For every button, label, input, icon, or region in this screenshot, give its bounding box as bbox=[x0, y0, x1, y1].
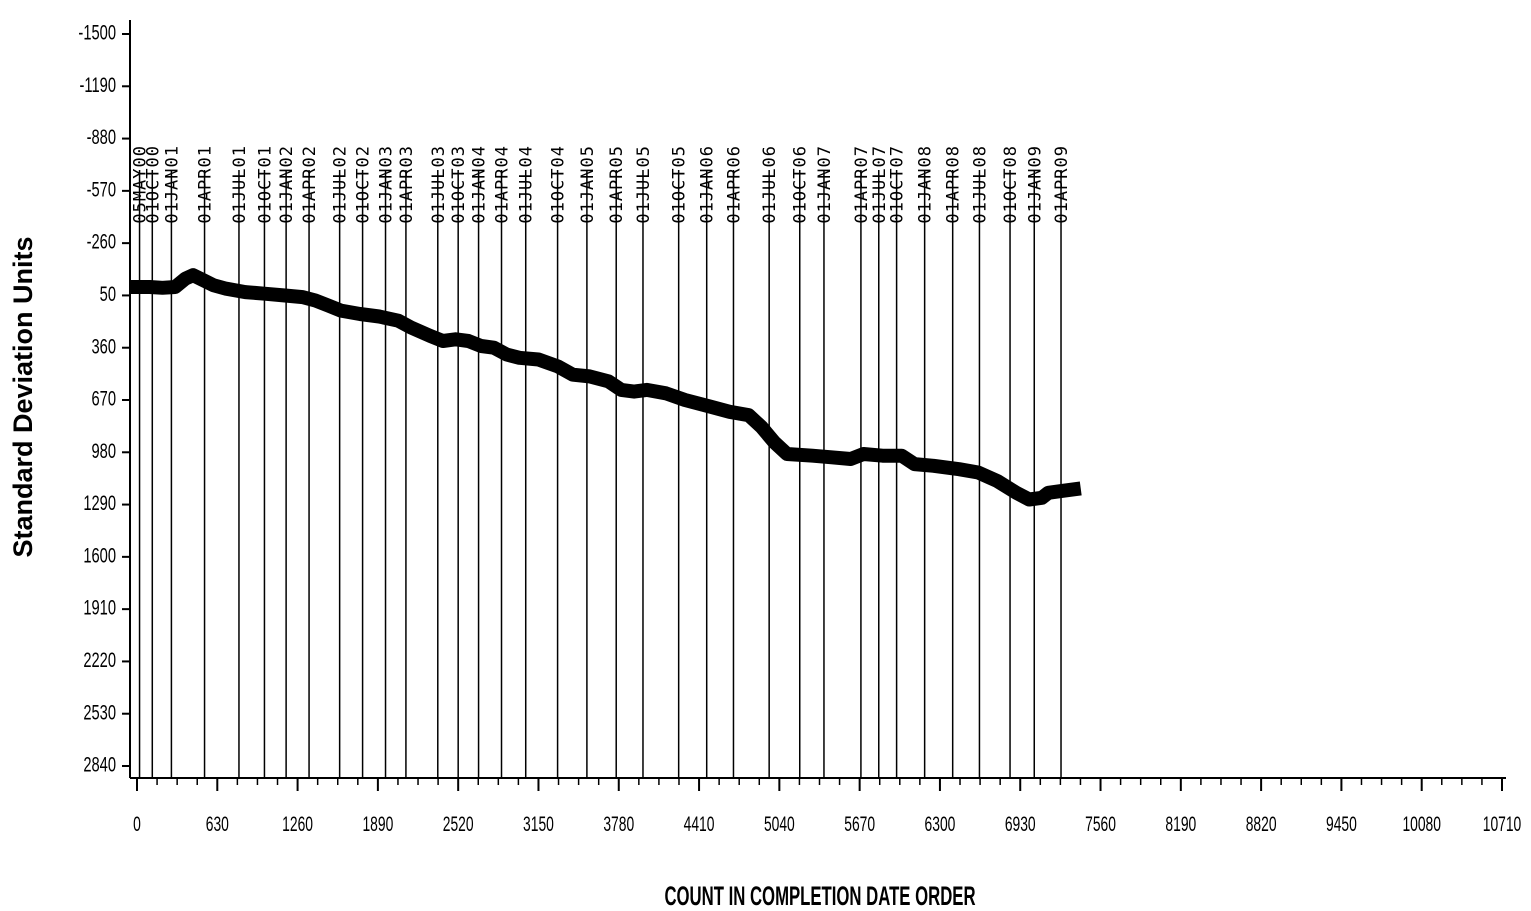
y-tick-label: 360 bbox=[91, 335, 116, 358]
date-marker-label: 01JAN05 bbox=[578, 145, 598, 224]
y-tick-label: 2840 bbox=[83, 753, 116, 776]
y-tick-label: 1600 bbox=[83, 544, 116, 567]
date-marker-label: 01OCT02 bbox=[354, 145, 374, 224]
data-series bbox=[130, 268, 1082, 507]
y-tick-label: 50 bbox=[100, 282, 116, 305]
date-marker-label: 01JUL04 bbox=[517, 145, 537, 224]
date-marker-label: 01APR05 bbox=[607, 145, 627, 224]
date-marker-label: 01JAN08 bbox=[916, 145, 936, 224]
x-tick-label: 1890 bbox=[362, 812, 393, 836]
date-marker-label: 01JAN09 bbox=[1025, 145, 1045, 224]
x-tick-label: 6930 bbox=[1005, 812, 1036, 836]
date-marker-label: 01APR07 bbox=[852, 145, 872, 224]
x-tick-label: 5040 bbox=[764, 812, 795, 836]
date-marker-label: 01JAN01 bbox=[162, 145, 182, 224]
y-tick-label: -1190 bbox=[80, 73, 116, 96]
series-line bbox=[130, 268, 1082, 507]
date-marker-label: 01JUL01 bbox=[230, 145, 250, 224]
y-tick-label: 2530 bbox=[83, 701, 116, 724]
y-tick-label: -260 bbox=[87, 230, 116, 253]
date-marker-label: 01JUL07 bbox=[870, 145, 890, 224]
date-marker-label: 01APR08 bbox=[944, 145, 964, 224]
x-tick-label: 3150 bbox=[523, 812, 554, 836]
y-tick-label: 1290 bbox=[83, 492, 116, 515]
date-marker-lines bbox=[138, 170, 1062, 778]
y-tick-label: 980 bbox=[91, 439, 116, 462]
date-marker-label: 01JAN02 bbox=[277, 145, 297, 224]
date-marker-label: 01APR06 bbox=[724, 145, 744, 224]
y-tick-label: 2220 bbox=[83, 648, 116, 671]
x-tick-label: 10710 bbox=[1483, 812, 1522, 836]
x-tick-label: 5670 bbox=[844, 812, 875, 836]
date-marker-label: 01OCT06 bbox=[791, 145, 811, 224]
x-axis-ticks: 0 630 1260 1890 2520 3150 3780 4410 5040 5670 6300… bbox=[133, 778, 1521, 836]
y-tick-label: 670 bbox=[91, 387, 116, 410]
date-marker-label: 01OCT04 bbox=[549, 145, 569, 224]
date-marker-label: 01JAN07 bbox=[815, 145, 835, 224]
date-marker-label: 01APR02 bbox=[300, 145, 320, 224]
date-marker-label: 01JUL05 bbox=[634, 145, 654, 224]
date-marker-label: 05MAY00 bbox=[131, 145, 151, 224]
date-marker-label: 01APR09 bbox=[1052, 145, 1072, 224]
date-marker-label: 01APR03 bbox=[397, 145, 417, 224]
y-tick-label: -880 bbox=[87, 126, 116, 149]
date-marker-label: 01OCT03 bbox=[449, 145, 469, 224]
date-marker-label: 01OCT01 bbox=[255, 145, 275, 224]
date-marker-label: 01OCT07 bbox=[888, 145, 908, 224]
date-marker-label: 01JUL08 bbox=[970, 145, 990, 224]
date-marker-label: 01JAN04 bbox=[470, 145, 490, 224]
y-tick-label: 1910 bbox=[83, 596, 116, 619]
date-marker-label: 01APR01 bbox=[196, 145, 216, 224]
date-marker-label: 01OCT05 bbox=[670, 145, 690, 224]
x-tick-label: 4410 bbox=[684, 812, 715, 836]
x-tick-label: 8190 bbox=[1165, 812, 1196, 836]
x-tick-label: 0 bbox=[133, 812, 141, 836]
x-tick-label: 3780 bbox=[603, 812, 634, 836]
date-marker-label: 01JUL06 bbox=[760, 145, 780, 224]
x-tick-label: 7560 bbox=[1085, 812, 1116, 836]
date-marker-label: 01JAN06 bbox=[698, 145, 718, 224]
y-tick-label: -1500 bbox=[78, 21, 116, 44]
x-tick-label: 2520 bbox=[443, 812, 474, 836]
date-marker-label: 01OCT00 bbox=[143, 145, 163, 224]
x-axis-title: COUNT IN COMPLETION DATE ORDER bbox=[664, 881, 975, 911]
y-axis-ticks: -1500 -1190 -880 -570 -260 50 360 670 980 1290 160… bbox=[78, 21, 130, 776]
date-marker-label: 01JUL03 bbox=[429, 145, 449, 224]
x-tick-label: 630 bbox=[206, 812, 229, 836]
date-marker-label: 01JUL02 bbox=[331, 145, 351, 224]
date-marker-label: 01JAN03 bbox=[377, 145, 397, 224]
x-tick-label: 6300 bbox=[925, 812, 956, 836]
date-marker-label: 01APR04 bbox=[493, 145, 513, 224]
x-tick-label: 9450 bbox=[1326, 812, 1357, 836]
date-marker-label: 01OCT08 bbox=[1001, 145, 1021, 224]
y-tick-label: -570 bbox=[87, 178, 116, 201]
x-tick-label: 1260 bbox=[282, 812, 313, 836]
x-tick-label: 10080 bbox=[1402, 812, 1441, 836]
x-tick-label: 8820 bbox=[1246, 812, 1277, 836]
y-axis-title: Standard Deviation Units bbox=[8, 236, 38, 557]
axes bbox=[129, 20, 1506, 779]
